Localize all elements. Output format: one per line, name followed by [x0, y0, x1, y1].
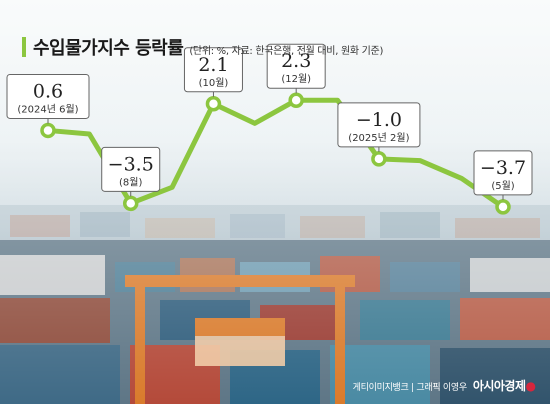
- callout-box: [183, 47, 243, 93]
- chart-subtitle: (단위: %, 자료: 한국은행, 전월 대비, 원화 기준): [189, 46, 384, 57]
- data-label-value: −1.0: [356, 109, 402, 131]
- data-label-period: (8월): [119, 176, 142, 188]
- data-label-callout: 2.1(10월): [183, 47, 243, 97]
- data-label-period: (5월): [491, 180, 514, 192]
- data-markers-layer: [40, 92, 511, 215]
- data-point-marker: [288, 92, 304, 108]
- data-point-marker: [205, 96, 222, 112]
- data-label-callout: −3.5(8월): [101, 146, 161, 197]
- callout-box: [337, 102, 421, 148]
- data-point-marker: [122, 195, 139, 212]
- data-label-period: (10월): [199, 77, 229, 89]
- data-label-value: 2.1: [198, 54, 228, 76]
- data-label-period: (2025년 2월): [348, 132, 409, 144]
- callout-box: [266, 43, 326, 89]
- data-label-value: −3.5: [108, 153, 154, 175]
- credit-source: 게티이미지뱅크 | 그래픽 이영우: [352, 383, 467, 393]
- data-label-period: (12월): [281, 73, 311, 85]
- data-label-callout: 2.3(12월): [266, 43, 326, 94]
- brand-logo: 아시아경제: [472, 379, 526, 393]
- callout-box: [473, 150, 533, 196]
- data-label-callout: −3.7(5월): [473, 150, 533, 200]
- data-label-value: 2.3: [281, 50, 311, 72]
- data-point-marker: [40, 122, 56, 139]
- data-label-callout: −1.0(2025년 2월): [337, 102, 421, 152]
- data-point-marker: [495, 199, 511, 215]
- chart-title: 수입물가지수 등락률: [33, 38, 184, 59]
- data-point-marker: [371, 151, 387, 167]
- chart-header: 수입물가지수 등락률 (단위: %, 자료: 한국은행, 전월 대비, 원화 기…: [22, 34, 383, 60]
- callout-box: [101, 146, 161, 192]
- brand-mark: ●: [525, 379, 536, 393]
- title-accent-bar: [22, 37, 26, 57]
- data-label-period: (2024년 6월): [17, 103, 78, 115]
- data-labels-layer: 0.6(2024년 6월)−3.5(8월)2.1(10월)2.3(12월)−1.…: [6, 43, 533, 200]
- image-credit: 게티이미지뱅크 | 그래픽 이영우 아시아경제 ●: [353, 377, 536, 394]
- data-label-value: 0.6: [33, 80, 63, 102]
- data-label-callout: 0.6(2024년 6월): [6, 73, 90, 124]
- callout-box: [6, 73, 90, 119]
- data-label-value: −3.7: [480, 157, 526, 179]
